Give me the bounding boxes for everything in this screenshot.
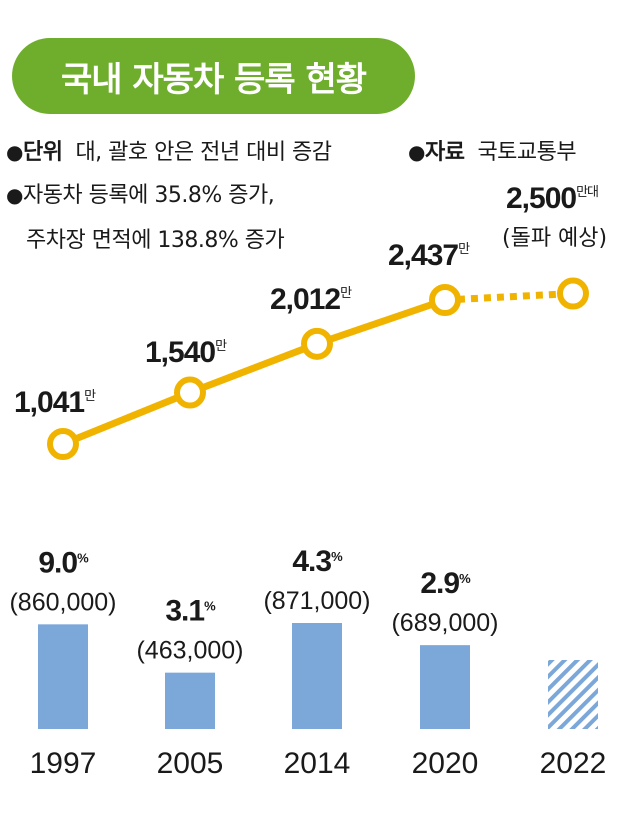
line-point (174, 376, 206, 409)
note-line-1: ●자동차 등록에 35.8% 증가, (6, 177, 275, 209)
x-tick-label: 1997 (30, 747, 97, 780)
line-value-label: 1,540만 (145, 336, 227, 369)
line-value-unit: 만 (84, 388, 96, 403)
unit-info: ●단위 대, 괄호 안은 전년 대비 증감 (6, 134, 332, 166)
line-point (557, 277, 589, 310)
line-value-unit: 만 (458, 241, 470, 256)
x-tick-label: 2014 (284, 747, 351, 780)
bar (165, 672, 215, 729)
projection-note: (돌파 예상) (502, 226, 607, 251)
note-text-2: 주차장 면적에 138.8% 증가 (26, 228, 285, 253)
bullet-icon: ● (6, 140, 23, 164)
line-value-unit: 만 (340, 285, 352, 300)
line-point (301, 327, 333, 360)
line-point (47, 428, 79, 460)
note-text-1: 자동차 등록에 35.8% 증가, (22, 183, 275, 208)
line-point (429, 284, 461, 316)
bar-value-label: (689,000) (391, 609, 498, 637)
bar-value-label: (860,000) (9, 588, 116, 616)
title-banner: 국내 자동차 등록 현황 (12, 38, 415, 114)
line-value-label: 2,012만 (270, 283, 352, 316)
bar-value-label: (871,000) (263, 587, 370, 615)
bar-percent-label: 9.0% (38, 546, 89, 579)
bar (292, 623, 342, 729)
bullet-icon: ● (408, 140, 425, 164)
x-tick-label: 2020 (412, 747, 479, 780)
x-tick-label: 2005 (157, 747, 224, 780)
line-segment (188, 340, 319, 396)
bar (420, 645, 470, 729)
bar-percent-label: 3.1% (165, 595, 216, 628)
line-value-unit: 만대 (576, 184, 598, 199)
bar-value-label: (463,000) (136, 637, 243, 665)
x-tick-label: 2022 (540, 747, 607, 780)
bar-projected (548, 660, 598, 729)
page-title: 국내 자동차 등록 현황 (60, 59, 367, 100)
source-text: 국토교통부 (477, 140, 577, 165)
bar-percent-unit: % (331, 549, 343, 564)
bar-percent-unit: % (459, 571, 471, 586)
unit-label: 단위 (22, 140, 63, 165)
line-value-label: 2,437만 (388, 239, 470, 272)
bar-percent-label: 2.9% (420, 567, 471, 600)
line-segment (315, 296, 447, 348)
source-info: ●자료 국토교통부 (408, 134, 577, 166)
unit-text: 대, 괄호 안은 전년 대비 증감 (75, 140, 332, 165)
line-segment (61, 389, 192, 448)
line-segment-projected (444, 290, 574, 304)
bullet-icon: ● (6, 183, 23, 207)
line-value-label: 1,041만 (14, 386, 96, 419)
bar-percent-label: 4.3% (292, 545, 343, 578)
bar-percent-unit: % (204, 599, 216, 614)
bar (38, 624, 88, 729)
line-value-label: 2,500만대 (506, 182, 598, 215)
note-line-2: 주차장 면적에 138.8% 증가 (26, 222, 285, 254)
bar-percent-unit: % (77, 550, 89, 565)
source-label: 자료 (424, 140, 465, 165)
line-value-unit: 만 (215, 338, 227, 353)
